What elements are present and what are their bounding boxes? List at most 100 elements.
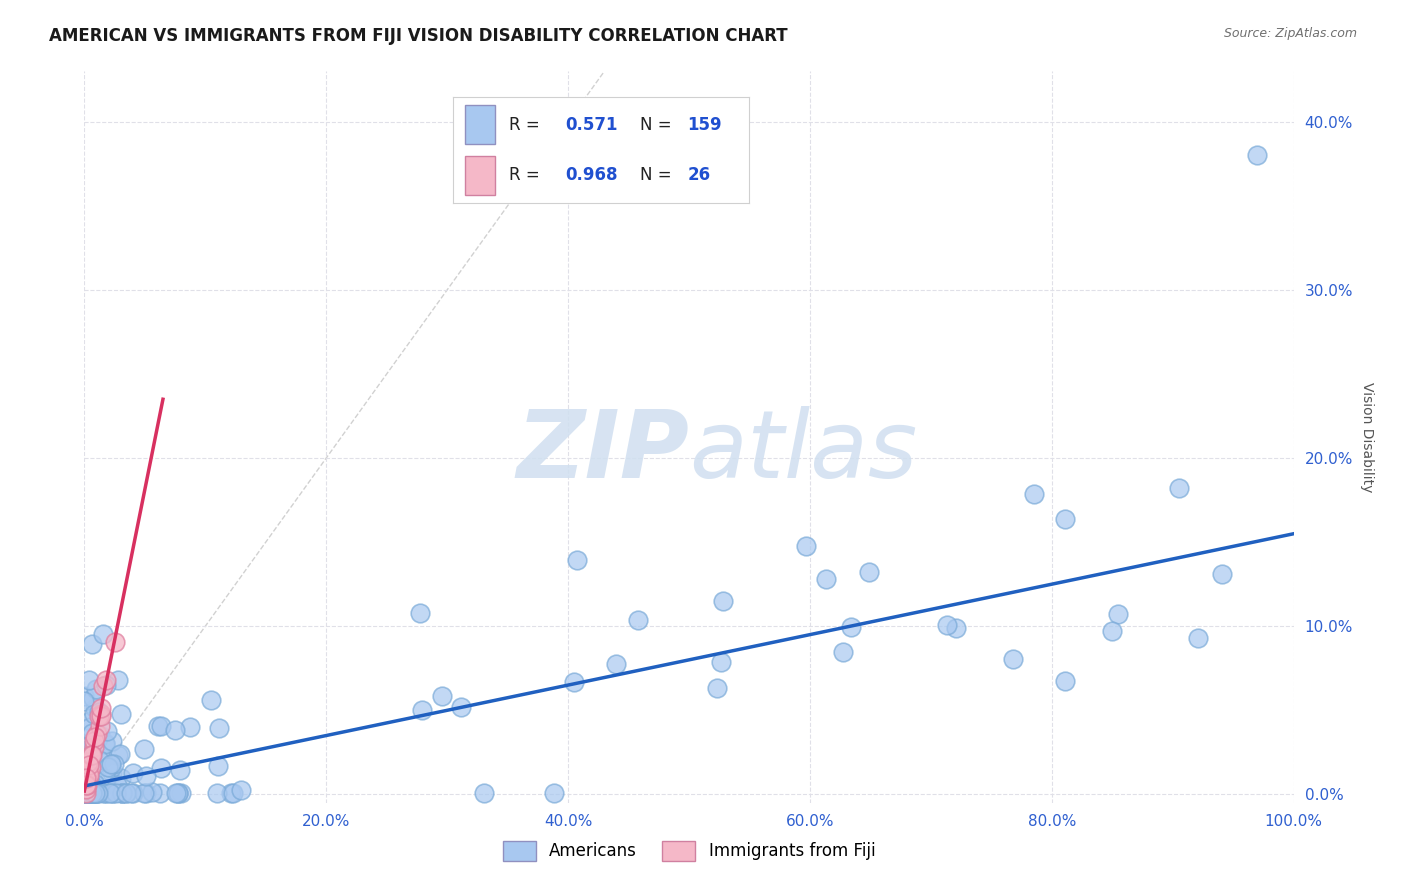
Point	[562, 675, 585, 690]
Point	[86, 681, 108, 696]
Point	[122, 766, 145, 780]
Point	[73, 783, 96, 797]
Point	[75, 786, 97, 800]
Point	[90, 706, 112, 721]
Point	[87, 753, 110, 767]
Point	[76, 772, 98, 786]
Point	[73, 786, 96, 800]
Point	[430, 690, 453, 704]
Point	[169, 763, 191, 777]
Point	[200, 692, 222, 706]
Point	[110, 707, 132, 722]
Point	[79, 714, 101, 728]
Point	[80, 786, 103, 800]
Point	[75, 746, 97, 760]
Point	[80, 748, 103, 763]
Point	[75, 786, 97, 800]
Point	[1107, 607, 1129, 622]
Point	[84, 777, 107, 791]
Point	[101, 734, 124, 748]
Point	[96, 673, 118, 687]
Point	[82, 786, 104, 800]
Point	[105, 786, 128, 800]
Point	[79, 720, 101, 734]
Point	[711, 593, 734, 607]
Point	[80, 786, 103, 800]
Text: Source: ZipAtlas.com: Source: ZipAtlas.com	[1223, 27, 1357, 40]
Point	[543, 786, 565, 800]
Point	[936, 617, 959, 632]
Point	[229, 782, 252, 797]
Point	[80, 786, 103, 800]
Point	[80, 786, 103, 800]
Point	[149, 718, 172, 732]
Point	[1187, 631, 1209, 645]
Point	[94, 772, 117, 786]
Point	[179, 720, 201, 734]
Point	[73, 786, 96, 800]
Point	[80, 726, 103, 740]
Point	[77, 673, 100, 687]
Point	[1211, 566, 1233, 581]
Point	[83, 734, 105, 748]
Point	[114, 786, 136, 800]
Point	[208, 721, 231, 735]
Point	[77, 786, 100, 800]
Point	[1101, 624, 1123, 639]
Point	[472, 786, 495, 800]
Point	[80, 745, 103, 759]
Point	[105, 778, 128, 792]
Point	[75, 782, 97, 797]
Point	[134, 786, 156, 800]
Point	[98, 786, 121, 800]
Point	[84, 734, 107, 748]
Point	[858, 566, 880, 580]
Point	[83, 786, 105, 800]
Point	[100, 756, 122, 771]
Text: AMERICAN VS IMMIGRANTS FROM FIJI VISION DISABILITY CORRELATION CHART: AMERICAN VS IMMIGRANTS FROM FIJI VISION …	[49, 27, 787, 45]
Point	[110, 771, 132, 785]
Point	[815, 572, 838, 586]
Point	[135, 769, 157, 783]
Point	[219, 786, 242, 800]
Point	[710, 655, 733, 669]
Point	[163, 723, 186, 737]
Point	[80, 777, 103, 791]
Y-axis label: Vision Disability: Vision Disability	[1360, 382, 1374, 492]
Point	[100, 757, 122, 772]
Point	[93, 736, 115, 750]
Point	[135, 786, 157, 800]
Point	[82, 772, 104, 787]
Point	[149, 786, 172, 800]
Point	[90, 709, 112, 723]
Point	[75, 745, 97, 759]
Point	[77, 786, 100, 800]
Point	[75, 786, 97, 800]
Point	[86, 786, 108, 800]
Point	[83, 707, 105, 722]
Point	[77, 768, 100, 782]
Point	[122, 786, 145, 800]
Point	[73, 689, 96, 703]
Point	[111, 786, 134, 800]
Point	[75, 770, 97, 784]
Point	[73, 762, 96, 776]
Point	[101, 766, 124, 780]
Point	[411, 703, 433, 717]
Point	[90, 701, 112, 715]
Point	[73, 786, 96, 800]
Point	[107, 747, 129, 762]
Point	[120, 786, 142, 800]
Point	[132, 742, 155, 756]
Point	[75, 786, 97, 800]
Point	[75, 786, 97, 800]
Point	[89, 705, 111, 719]
Point	[75, 771, 97, 785]
Point	[100, 786, 122, 800]
Point	[94, 678, 117, 692]
Point	[94, 737, 117, 751]
Point	[80, 637, 103, 651]
Point	[79, 738, 101, 752]
Point	[79, 760, 101, 774]
Point	[84, 731, 107, 745]
